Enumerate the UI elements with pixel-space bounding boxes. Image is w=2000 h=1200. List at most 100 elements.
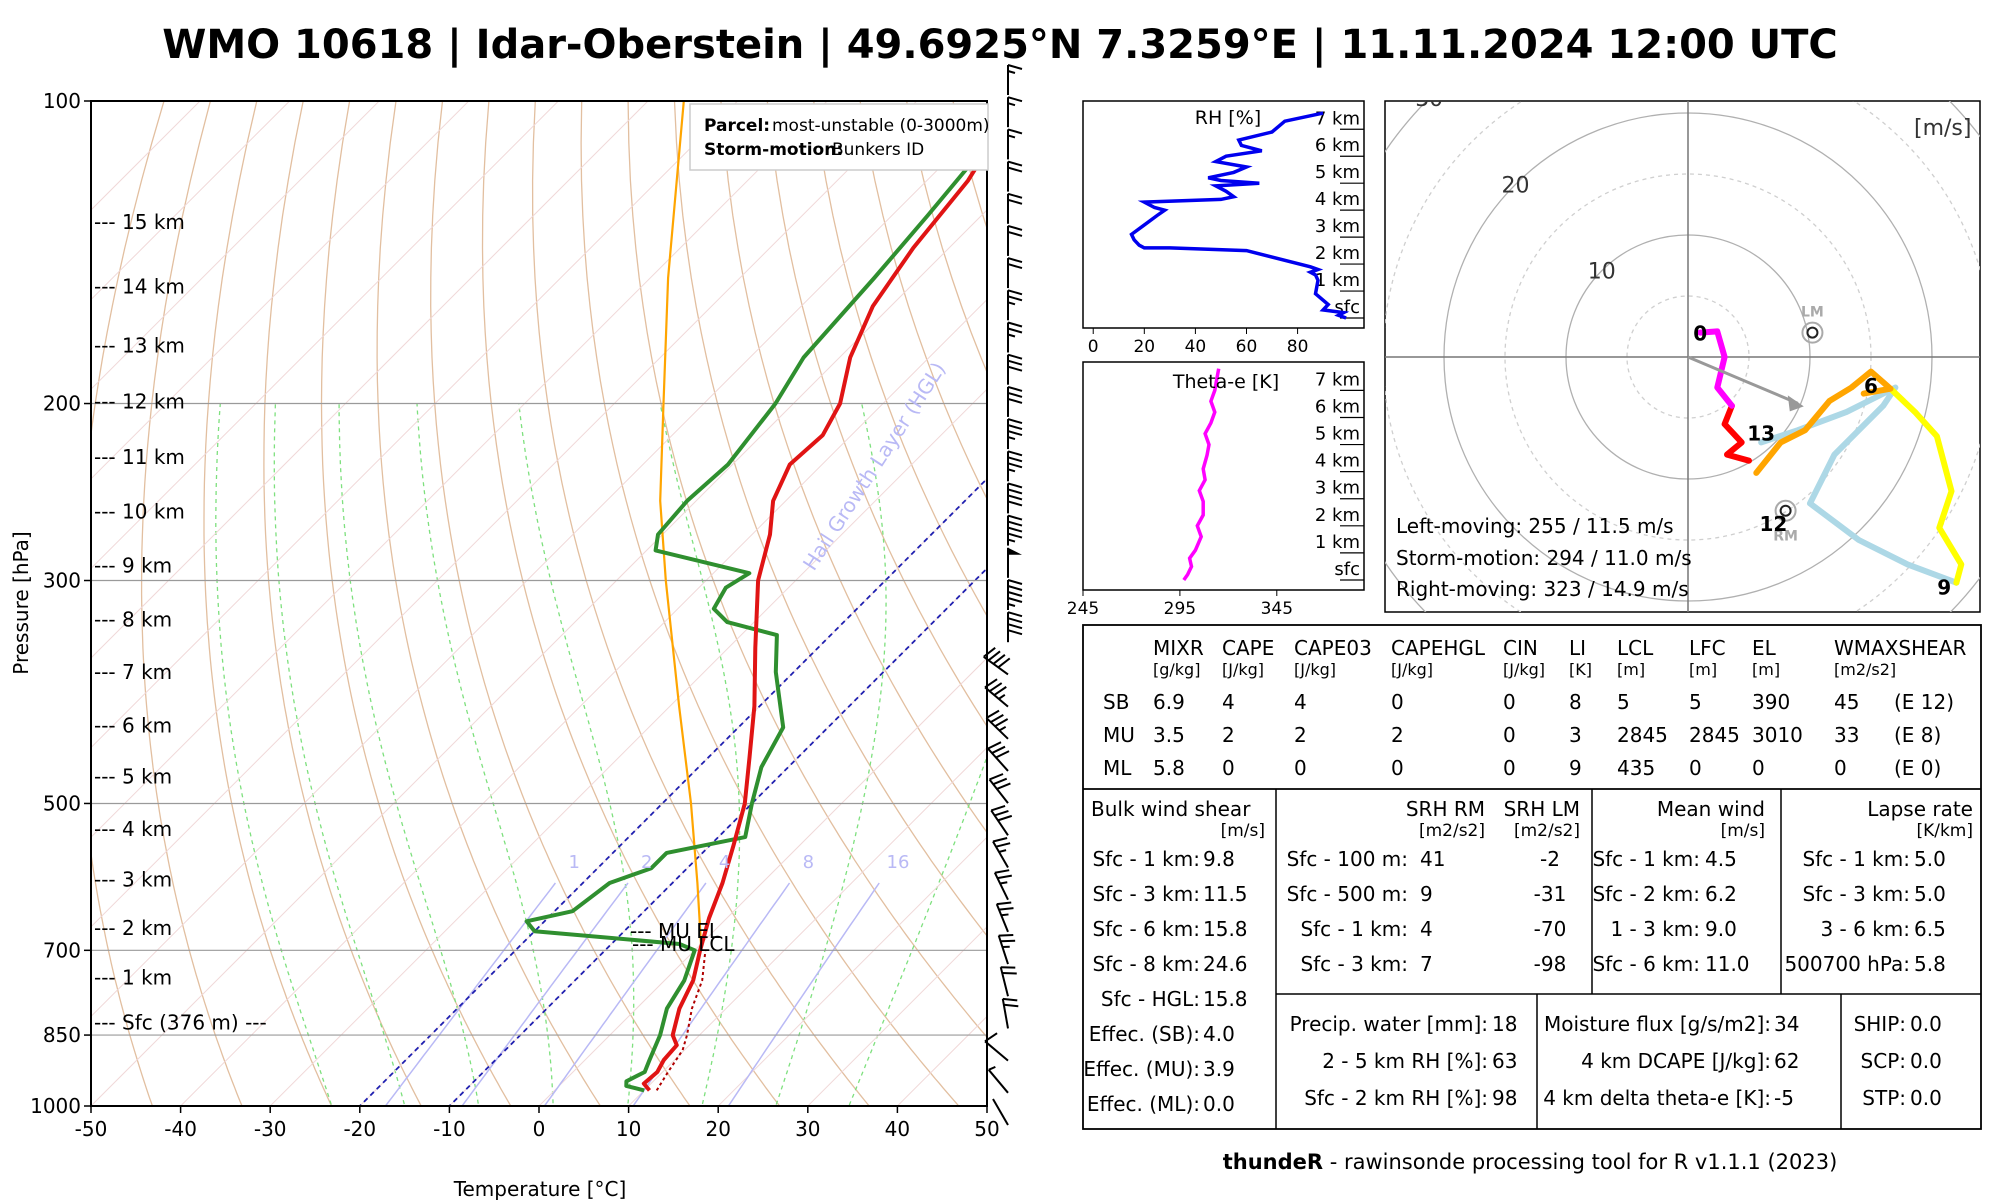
table-cell: 3	[1569, 723, 1582, 747]
x-tick-label: -30	[254, 1117, 287, 1141]
skewt-frame	[91, 101, 987, 1106]
footer-text: - rawinsonde processing tool for R v1.1.…	[1323, 1150, 1837, 1174]
y-tick-label: 1000	[30, 1094, 81, 1118]
mu-lcl-label: --- MU LCL	[632, 932, 735, 956]
wind-barbs	[983, 64, 1023, 1126]
wind-barb	[1007, 514, 1023, 546]
x-axis-title: Temperature [°C]	[453, 1177, 627, 1200]
wind-barb	[1007, 450, 1023, 482]
table-unit: [K]	[1569, 660, 1592, 679]
footer-brand: thundeR	[1223, 1150, 1323, 1174]
wind-barb	[1007, 385, 1023, 417]
mixing-ratio-label: 2	[641, 852, 652, 873]
wind-barb	[993, 869, 1012, 901]
table-cell: 0	[1222, 756, 1235, 780]
mixing-ratio-label: 1	[568, 852, 579, 873]
lapse-rate-value: 6.5	[1914, 917, 1946, 941]
x-tick-label: 40	[885, 1117, 910, 1141]
bulk-shear-value: 4.0	[1203, 1022, 1235, 1046]
isotherm	[91, 101, 918, 928]
srh-lm-value: -98	[1534, 952, 1567, 976]
dry-adiabat	[673, 101, 987, 937]
moisture-value: 98	[1492, 1086, 1517, 1110]
dry-adiabat	[203, 101, 333, 1106]
dry-adiabat	[531, 101, 871, 1106]
rh-x-label: 20	[1133, 337, 1155, 357]
mean-wind-value: 9.0	[1705, 917, 1737, 941]
mean-wind-label: Sfc - 6 km:	[1592, 952, 1700, 976]
isotherm	[91, 101, 739, 749]
wind-barb	[1007, 547, 1022, 578]
bulk-shear-label: Sfc - HGL:	[1101, 987, 1200, 1011]
storm-marker	[1774, 499, 1797, 522]
x-tick-label: 10	[616, 1117, 641, 1141]
rh-height-label: 1 km	[1315, 270, 1360, 291]
wind-barb	[999, 966, 1017, 997]
table-cell: 2	[1391, 723, 1404, 747]
srh-lm-title: SRH LM	[1504, 797, 1580, 821]
bulk-shear-title: Bulk wind shear	[1091, 797, 1251, 821]
height-label: --- 8 km	[94, 607, 172, 631]
hodo-height-label: 9	[1937, 575, 1951, 599]
lapse-rate-label: 500700 hPa:	[1784, 952, 1910, 976]
table-cell: 2	[1294, 723, 1307, 747]
mean-wind-value: 11.0	[1705, 952, 1750, 976]
isotherm	[179, 298, 987, 1106]
rh-height-label: 6 km	[1315, 135, 1360, 156]
mean-motion-arrowhead	[1787, 395, 1804, 412]
table-cell: 0	[1834, 756, 1847, 780]
theta-e-height-label: 7 km	[1315, 369, 1360, 390]
rh-height-label: 2 km	[1315, 243, 1360, 264]
moisture-block: Precip. water [mm]: 182 - 5 km RH [%]: 63S…	[1290, 1012, 1518, 1110]
moist-adiabat	[215, 403, 333, 1106]
table-cell: 5.8	[1153, 756, 1185, 780]
height-label: --- 14 km	[94, 275, 185, 299]
table-header: CIN	[1503, 636, 1538, 660]
srh-rm-unit: [m2/s2]	[1419, 821, 1485, 841]
moist-adiabat	[775, 403, 887, 1106]
isotherm	[91, 101, 649, 659]
x-tick-label: -50	[75, 1117, 108, 1141]
mean-wind-label: 1 - 3 km:	[1610, 917, 1700, 941]
theta-e-height-label: 6 km	[1315, 396, 1360, 417]
theta-e-line	[1182, 368, 1221, 582]
wind-barb	[985, 709, 1009, 740]
table-cell: 2845	[1617, 723, 1668, 747]
height-label: --- 11 km	[94, 445, 185, 469]
bulk-shear-label: Sfc - 1 km:	[1092, 847, 1200, 871]
isotherm	[91, 119, 987, 1018]
theta-e-x-label: 245	[1067, 599, 1099, 619]
rh-height-label: 3 km	[1315, 216, 1360, 237]
rh-title: RH [%]	[1195, 107, 1261, 129]
table-cell: 0	[1503, 723, 1516, 747]
height-label: --- 7 km	[94, 660, 172, 684]
srh-rm-value: 4	[1420, 917, 1433, 941]
hodo-segment	[1721, 402, 1752, 464]
table-header: CAPEHGL	[1391, 636, 1486, 660]
dry-adiabat	[813, 101, 987, 618]
table-cell: 0	[1752, 756, 1765, 780]
mean-wind-value: 4.5	[1705, 847, 1737, 871]
bulk-shear-value: 9.8	[1203, 847, 1235, 871]
lapse-rate-value: 5.0	[1914, 882, 1946, 906]
y-tick-label: 700	[43, 938, 81, 962]
table-header: MIXR	[1153, 636, 1204, 660]
parameter-table: MIXR CAPE CAPE03 CAPEHGL CIN LI LCL LFC EL WMAXSH…	[1082, 624, 1982, 1130]
mean-wind-label: Sfc - 2 km:	[1592, 882, 1700, 906]
table-cell: 9	[1569, 756, 1582, 780]
wind-barb	[1007, 257, 1023, 289]
srh-lm-unit: [m2/s2]	[1514, 821, 1580, 841]
lapse-rate-label: 3 - 6 km:	[1820, 917, 1910, 941]
mixing-ratio-line	[543, 882, 707, 1106]
hodo-units: [m/s]	[1914, 116, 1971, 141]
isotherm	[91, 101, 828, 838]
skewt-height-labels: --- 15 km --- 14 km --- 13 km --- 12 km --- …	[94, 210, 267, 1034]
table-cell: 0	[1391, 690, 1404, 714]
isotherm	[91, 101, 291, 301]
bulk-shear-label: Effec. (ML):	[1087, 1092, 1200, 1116]
table-cell: 2845	[1689, 723, 1740, 747]
skewt-panel: -50 -40 -30 -20 -10 0 10 20 30 40 50 100 200 300 500 70…	[9, 89, 1000, 1200]
